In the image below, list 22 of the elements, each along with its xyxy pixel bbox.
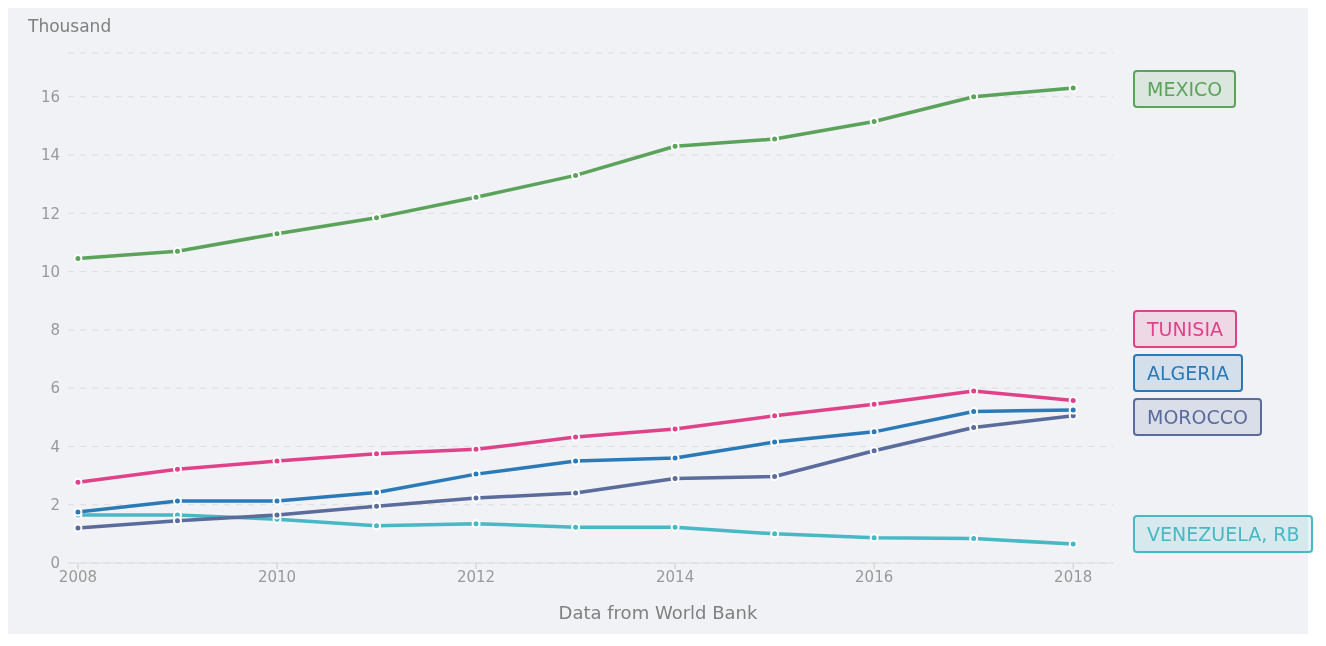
text: TUNISIA <box>1133 309 1237 348</box>
text: Data from World Bank <box>557 602 759 623</box>
text: VENEZUELA, RB <box>1133 515 1314 553</box>
y-tick-label: 2 <box>50 496 60 515</box>
x-tick-label: 2010 <box>257 567 297 586</box>
y-tick-label: 12 <box>40 204 60 223</box>
y-axis-title: Thousand <box>28 16 112 36</box>
y-tick-label: 16 <box>40 88 60 107</box>
text: MOROCCO <box>1133 397 1262 436</box>
y-tick-label: 4 <box>50 437 60 456</box>
text: ALGERIA <box>1133 353 1244 392</box>
y-tick-label: 0 <box>50 554 60 573</box>
y-tick-label: 14 <box>40 146 60 165</box>
text: MEXICO <box>1133 69 1237 108</box>
x-tick-label: 2012 <box>456 567 496 586</box>
x-tick-label: 2016 <box>855 567 894 586</box>
x-tick-label: 2008 <box>58 567 98 586</box>
y-tick-label: 8 <box>50 321 60 340</box>
y-tick-label: 6 <box>50 379 60 398</box>
x-tick-label: 2018 <box>1054 567 1093 586</box>
x-tick-label: 2014 <box>656 567 695 586</box>
y-tick-label: 10 <box>40 262 60 281</box>
